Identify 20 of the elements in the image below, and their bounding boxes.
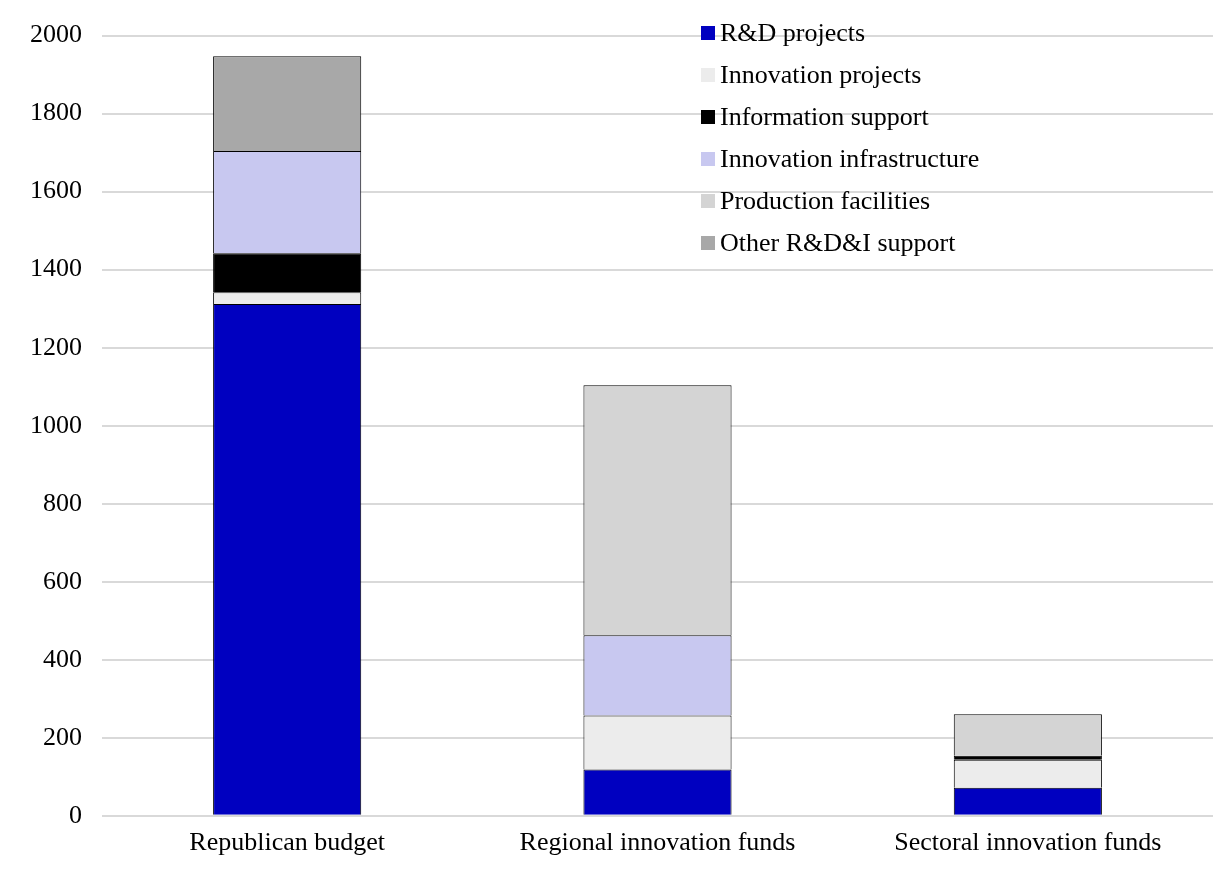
y-tick-label: 800 [43, 487, 82, 517]
y-tick-label: 400 [43, 643, 82, 673]
legend-label: Information support [720, 101, 929, 133]
y-tick-label: 0 [69, 799, 82, 829]
legend-label: Innovation infrastructure [720, 143, 980, 175]
legend-label: Production facilities [720, 185, 931, 217]
y-tick-label: 2000 [30, 19, 82, 49]
legend-label: Innovation projects [720, 59, 922, 91]
y-tick-label: 1400 [30, 253, 82, 283]
legend-label: R&D projects [720, 17, 866, 49]
y-tick-label: 200 [43, 721, 82, 751]
legend-label: Other R&D&I support [720, 227, 956, 259]
y-tick-label: 1600 [30, 175, 82, 205]
y-tick-label: 600 [43, 565, 82, 595]
y-tick-label: 1000 [30, 409, 82, 439]
x-tick-label: Regional innovation funds [519, 827, 796, 857]
x-tick-label: Republican budget [189, 827, 386, 857]
y-tick-label: 1800 [30, 97, 82, 127]
x-tick-label: Sectoral innovation funds [894, 827, 1162, 857]
y-tick-label: 1200 [30, 331, 82, 361]
